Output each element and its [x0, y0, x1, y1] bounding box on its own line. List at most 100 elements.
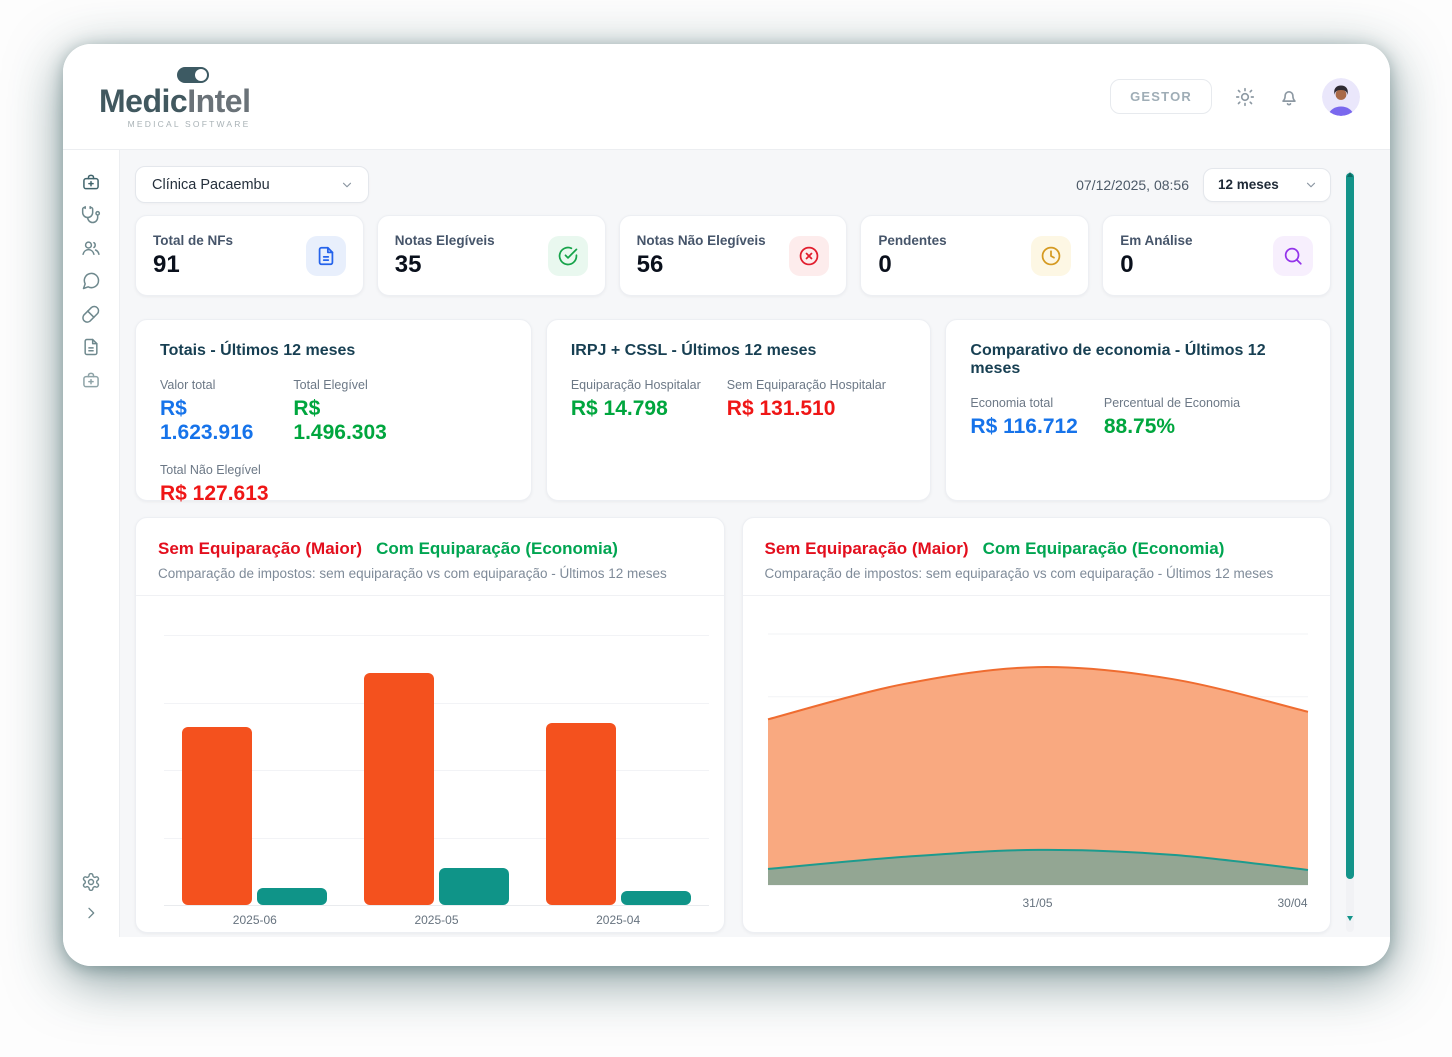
area-chart-plot	[767, 633, 1308, 886]
logo-tagline: MEDICAL SOFTWARE	[127, 118, 251, 129]
period-selector-value: 12 meses	[1218, 177, 1279, 192]
app-body: Clínica Pacaembu 07/12/2025, 08:56 12 me…	[63, 150, 1390, 937]
check-circle-icon	[547, 235, 588, 276]
x-tick-label: 31/05	[1022, 896, 1053, 910]
area-chart: 31/05 30/04	[743, 608, 1331, 932]
stat-card-notas-nao-elegiveis: Notas Não Elegíveis 56	[618, 215, 848, 296]
bar	[620, 891, 691, 905]
bar	[363, 673, 434, 905]
controls-right: 07/12/2025, 08:56 12 meses	[1076, 167, 1331, 202]
clinic-selector[interactable]: Clínica Pacaembu	[135, 166, 369, 203]
collapse-chevron-right-icon[interactable]	[83, 905, 99, 921]
scrollbar-up-arrow-icon[interactable]	[1347, 172, 1353, 177]
card-title: Totais - Últimos 12 meses	[160, 342, 356, 359]
chat-bubble-icon[interactable]	[81, 271, 101, 291]
app-logo: MedicIntel MEDICAL SOFTWARE	[99, 65, 251, 129]
metric-economia-total: Economia total R$ 116.712	[970, 396, 1078, 438]
bar	[438, 867, 509, 905]
bar-group	[545, 635, 691, 905]
stethoscope-icon[interactable]	[81, 205, 101, 225]
stat-label: Em Análise	[1120, 232, 1193, 248]
bar-chart-x-axis: 2025-06 2025-05 2025-04	[164, 913, 709, 927]
sidebar-nav	[63, 150, 120, 937]
medical-bag-alt-icon[interactable]	[81, 370, 101, 390]
document-icon[interactable]	[81, 337, 101, 357]
metric-percentual-economia: Percentual de Economia 88.75%	[1103, 396, 1241, 438]
summary-card-comparativo: Comparativo de economia - Últimos 12 mes…	[945, 319, 1331, 501]
window-bottom-band	[63, 937, 1390, 966]
datetime-label: 07/12/2025, 08:56	[1076, 176, 1189, 193]
chevron-down-icon	[342, 182, 352, 187]
area-chart-card: Sem Equiparação (Maior) Com Equiparação …	[741, 517, 1331, 933]
legend-sem-equiparacao: Sem Equiparação (Maior)	[158, 539, 363, 558]
summary-row: Totais - Últimos 12 meses Valor total R$…	[135, 319, 1331, 505]
x-tick-label: 2025-04	[596, 913, 641, 927]
stat-label: Notas Elegíveis	[394, 232, 495, 248]
stat-card-total-nfs: Total de NFs 91	[135, 215, 364, 296]
role-gestor-button[interactable]: GESTOR	[1110, 79, 1212, 114]
settings-gear-icon[interactable]	[81, 872, 101, 892]
pill-icon[interactable]	[81, 304, 101, 324]
x-tick-label: 2025-06	[232, 913, 277, 927]
gridline	[164, 905, 709, 906]
x-tick-label: 2025-05	[414, 913, 459, 927]
controls-row: Clínica Pacaembu 07/12/2025, 08:56 12 me…	[135, 166, 1331, 203]
stats-row: Total de NFs 91 Notas Elegíveis 35 Notas…	[135, 215, 1331, 296]
legend-com-equiparacao: Com Equiparação (Economia)	[982, 539, 1225, 558]
stat-value: 56	[636, 250, 664, 278]
stat-card-pendentes: Pendentes 0	[860, 215, 1090, 296]
logo-text: MedicIntel	[99, 82, 251, 119]
users-icon[interactable]	[81, 238, 101, 258]
bar	[545, 722, 616, 905]
document-icon	[305, 235, 346, 276]
bar	[257, 887, 328, 905]
metric-sem-equiparacao: Sem Equiparação Hospitalar R$ 131.510	[726, 378, 886, 420]
medical-bag-icon[interactable]	[81, 172, 101, 192]
card-title: Comparativo de economia - Últimos 12 mes…	[970, 342, 1266, 377]
bar-group	[182, 635, 328, 905]
stat-card-em-analise: Em Análise 0	[1102, 215, 1331, 296]
vertical-scrollbar[interactable]	[1346, 170, 1354, 932]
logo-text-medic: Medic	[99, 82, 188, 119]
chevron-down-icon	[1306, 182, 1316, 187]
bar-chart-plot	[164, 635, 709, 906]
scrollbar-down-arrow-icon[interactable]	[1347, 916, 1353, 921]
clock-icon	[1031, 235, 1072, 276]
logo-text-intel: Intel	[187, 82, 251, 119]
metric-equiparacao: Equiparação Hospitalar R$ 14.798	[570, 378, 701, 420]
stat-label: Total de NFs	[153, 232, 234, 248]
app-header: MedicIntel MEDICAL SOFTWARE GESTOR	[63, 44, 1390, 150]
notifications-bell-icon[interactable]	[1278, 86, 1300, 108]
stat-value: 0	[878, 250, 892, 278]
legend-com-equiparacao: Com Equiparação (Economia)	[376, 539, 618, 558]
metric-total-nao-elegivel: Total Não Elegível R$ 127.613	[160, 463, 269, 505]
stat-value: 91	[153, 250, 180, 278]
gridline	[164, 770, 709, 771]
stat-label: Notas Não Elegíveis	[636, 232, 766, 248]
stat-card-notas-elegiveis: Notas Elegíveis 35	[376, 215, 606, 296]
stat-value: 0	[1120, 250, 1134, 278]
summary-card-irpj-cssl: IRPJ + CSSL - Últimos 12 meses Equiparaç…	[545, 319, 932, 501]
clinic-selector-value: Clínica Pacaembu	[152, 176, 270, 193]
chart-subtitle: Comparação de impostos: sem equiparação …	[764, 566, 1274, 581]
x-circle-icon	[789, 235, 830, 276]
user-avatar[interactable]	[1322, 77, 1360, 116]
card-title: IRPJ + CSSL - Últimos 12 meses	[570, 342, 817, 359]
logo-toggle-icon	[177, 66, 209, 83]
bar-chart-card: Sem Equiparação (Maior) Com Equiparação …	[135, 517, 725, 933]
scrollbar-thumb[interactable]	[1346, 173, 1354, 879]
bar-chart: 2025-06 2025-05 2025-04	[136, 608, 724, 932]
summary-card-totais: Totais - Últimos 12 meses Valor total R$…	[135, 319, 532, 505]
search-icon	[1272, 235, 1313, 276]
bar-group	[363, 635, 509, 905]
gridline	[164, 702, 709, 704]
chart-subtitle: Comparação de impostos: sem equiparação …	[158, 566, 667, 581]
period-selector[interactable]: 12 meses	[1203, 167, 1331, 202]
gridline	[164, 635, 709, 636]
gridline	[164, 837, 709, 839]
app-window: MedicIntel MEDICAL SOFTWARE GESTOR	[63, 44, 1390, 966]
bar-groups	[164, 635, 709, 905]
theme-sun-icon[interactable]	[1234, 86, 1256, 108]
legend-sem-equiparacao: Sem Equiparação (Maior)	[764, 539, 969, 558]
